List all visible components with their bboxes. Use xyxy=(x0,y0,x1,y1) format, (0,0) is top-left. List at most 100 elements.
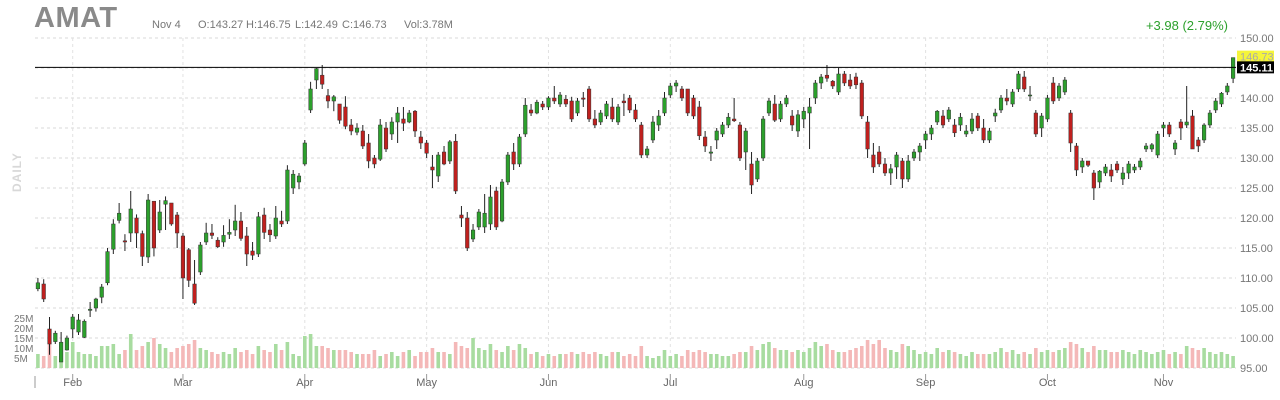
candle-body xyxy=(523,104,528,135)
volume-bar xyxy=(819,346,823,368)
volume-bar xyxy=(1063,348,1067,368)
y-tick-label: 135.00 xyxy=(1240,123,1274,135)
candle-body xyxy=(291,173,296,189)
volume-bar xyxy=(1005,352,1009,368)
volume-bar xyxy=(1103,350,1108,368)
candle-body xyxy=(1004,97,1009,102)
candle-body xyxy=(285,169,290,222)
candle-body xyxy=(1207,112,1212,126)
volume-bar xyxy=(453,342,458,368)
candle-body xyxy=(1010,91,1015,105)
candle-body xyxy=(529,109,534,114)
candle-body xyxy=(935,110,940,123)
volume-bar xyxy=(970,352,974,368)
volume-bar xyxy=(355,354,359,368)
candle-body xyxy=(418,136,423,144)
volume-bar xyxy=(888,350,893,368)
candle-body xyxy=(726,116,731,126)
x-tick-label: Jul xyxy=(663,377,677,389)
candle-body xyxy=(1167,124,1172,135)
volume-bar xyxy=(633,356,638,368)
volume-bar xyxy=(65,352,69,368)
candle-body xyxy=(865,121,870,150)
volume-bar xyxy=(1179,354,1183,368)
volume-bar xyxy=(465,348,470,368)
candle-body xyxy=(41,283,46,300)
candle-body xyxy=(1149,144,1154,150)
volume-bar xyxy=(610,352,615,368)
volume-bar xyxy=(1045,350,1050,368)
y-tick-label: 130.00 xyxy=(1240,153,1274,165)
candle-body xyxy=(743,130,748,153)
volume-bar xyxy=(227,354,232,368)
volume-bar xyxy=(801,352,806,368)
volume-bar xyxy=(929,354,934,368)
candle-body xyxy=(1033,112,1038,135)
candle-body xyxy=(737,124,742,159)
volume-bar xyxy=(424,352,429,368)
volume-bar xyxy=(772,348,777,368)
candle-body xyxy=(360,130,365,147)
volume-bar xyxy=(285,342,290,368)
candle-body xyxy=(163,200,168,205)
candle-body xyxy=(175,214,180,234)
candle-body xyxy=(1202,124,1207,141)
candle-body xyxy=(1213,100,1218,111)
volume-bar xyxy=(117,354,121,368)
volume-bar xyxy=(302,336,307,368)
candle-body xyxy=(592,118,597,126)
volume-bar xyxy=(152,338,156,368)
volume-bar xyxy=(215,354,220,368)
candle-body xyxy=(1190,115,1195,150)
candle-body xyxy=(209,232,215,236)
volume-bar xyxy=(419,352,423,368)
volume-bar xyxy=(645,356,649,368)
candle-body xyxy=(668,85,673,96)
candle-body xyxy=(198,244,203,273)
candle-body xyxy=(1173,142,1178,150)
candle-body xyxy=(470,229,476,240)
volume-bar xyxy=(958,354,963,368)
volume-bar xyxy=(941,352,945,368)
low-value: L:142.49 xyxy=(295,19,338,31)
candle-body xyxy=(1109,169,1114,177)
volume-bar xyxy=(680,356,684,368)
candle-body xyxy=(1103,166,1108,174)
candle-body xyxy=(354,127,360,133)
volume-bar xyxy=(349,352,354,368)
candle-body xyxy=(262,214,267,233)
volume-bar xyxy=(1109,352,1114,368)
candle-body xyxy=(929,127,934,135)
volume-bar xyxy=(674,354,678,368)
volume-bar xyxy=(1150,354,1154,368)
candle-body xyxy=(563,98,568,105)
candle-body xyxy=(1068,112,1073,144)
volume-bar xyxy=(401,352,406,368)
candle-body xyxy=(111,223,116,250)
candle-body xyxy=(221,235,226,243)
volume-bar xyxy=(935,348,939,368)
volume-bar xyxy=(871,344,876,368)
x-tick-label: Aug xyxy=(794,377,814,389)
candle-body xyxy=(1086,160,1091,166)
candle-body xyxy=(407,112,412,123)
candle-body xyxy=(459,214,464,219)
candle-body xyxy=(848,79,853,87)
candle-body xyxy=(662,97,667,114)
candle-body xyxy=(755,160,760,180)
candle-body xyxy=(836,73,841,93)
candle-body xyxy=(761,118,766,159)
candle-body xyxy=(511,151,516,165)
candle-body xyxy=(842,73,847,84)
candle-body xyxy=(1196,139,1201,147)
volume-bar xyxy=(1161,350,1166,368)
candle-body xyxy=(395,112,400,123)
x-tick-label: Nov xyxy=(1154,377,1174,389)
volume-bar xyxy=(308,334,313,368)
volume-bar xyxy=(1074,344,1079,368)
candle-body xyxy=(859,82,864,117)
volume-value: Vol:3.78M xyxy=(404,19,453,31)
candle-body xyxy=(117,212,122,221)
candle-body xyxy=(952,124,957,134)
